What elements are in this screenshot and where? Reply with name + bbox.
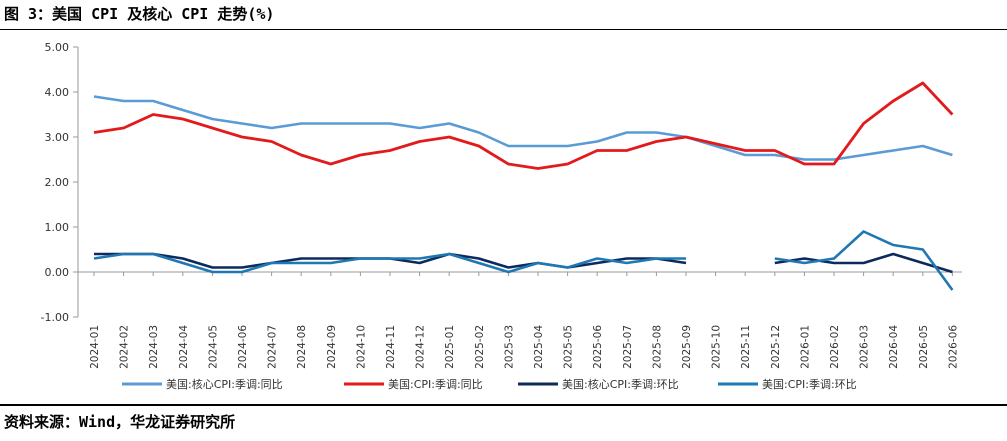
y-tick-label: 1.00 [45, 221, 70, 234]
source-divider [0, 404, 1007, 406]
x-tick-label: 2025-09 [681, 325, 693, 369]
x-tick-label: 2024-04 [178, 325, 190, 369]
y-tick-label: 5.00 [45, 41, 70, 54]
x-tick-label: 2025-02 [474, 325, 486, 369]
x-tick-label: 2025-12 [770, 325, 782, 369]
x-tick-label: 2024-07 [267, 325, 279, 369]
x-tick-label: 2026-02 [829, 325, 841, 369]
series-line [94, 252, 953, 274]
x-tick-label: 2025-10 [711, 325, 723, 369]
x-tick-label: 2024-10 [355, 325, 367, 369]
x-tick-label: 2024-09 [326, 325, 338, 369]
x-tick-label: 2025-08 [651, 325, 663, 369]
cpi-line-chart: -1.00 0.00 1.00 2.00 3.00 4.00 5.00 2024-01 2024… [41, 41, 962, 391]
x-tick-label: 2025-01 [444, 325, 456, 369]
y-tick-label: 0.00 [45, 266, 70, 279]
source-note: 资料来源：Wind，华龙证券研究所 [4, 413, 236, 431]
x-tick-label: 2026-05 [918, 325, 930, 369]
x-tick-label: 2025-11 [740, 325, 752, 369]
x-tick-label: 2026-01 [799, 325, 811, 369]
title-divider [0, 29, 1007, 30]
x-tick-label: 2026-03 [859, 325, 871, 369]
legend-label: 美国:核心CPI:季调:同比 [166, 377, 283, 391]
legend-label: 美国:CPI:季调:环比 [762, 378, 857, 391]
x-tick-label: 2024-12 [415, 325, 427, 369]
x-tick-label: 2025-06 [592, 325, 604, 369]
y-tick-label: -1.00 [41, 311, 69, 324]
y-tick-label: 2.00 [45, 176, 70, 189]
x-tick-label: 2025-07 [622, 325, 634, 369]
y-tick-label: 4.00 [45, 86, 70, 99]
x-tick-label: 2024-06 [237, 325, 249, 369]
series-line [93, 95, 953, 161]
y-tick-label: 3.00 [45, 131, 70, 144]
series-segment [93, 95, 953, 161]
series-line [93, 81, 954, 170]
x-tick-label: 2026-04 [888, 325, 900, 369]
x-tick-label: 2024-02 [119, 325, 131, 369]
legend-label: 美国:核心CPI:季调:环比 [562, 377, 679, 391]
series-segment [774, 252, 953, 274]
axes-layer: -1.00 0.00 1.00 2.00 3.00 4.00 5.00 2024-01 2024… [41, 41, 962, 369]
x-tick-label: 2024-03 [148, 325, 160, 369]
x-tick-label: 2025-05 [563, 325, 575, 369]
series-layer [93, 81, 954, 291]
series-line [93, 230, 954, 291]
legend: 美国:核心CPI:季调:同比 美国:CPI:季调:同比 美国:核心CPI:季调:环比… [122, 377, 857, 391]
x-tick-label: 2025-04 [533, 325, 545, 369]
series-segment [94, 252, 687, 269]
series-segment [774, 230, 954, 291]
x-tick-label: 2024-11 [385, 325, 397, 369]
x-tick-label: 2026-06 [947, 325, 959, 369]
legend-label: 美国:CPI:季调:同比 [388, 378, 483, 391]
figure-title: 图 3：美国 CPI 及核心 CPI 走势(%) [4, 5, 275, 23]
x-tick-label: 2024-05 [207, 325, 219, 369]
series-segment [93, 81, 954, 170]
series-segment [93, 252, 686, 274]
x-tick-label: 2024-08 [296, 325, 308, 369]
x-tick-label: 2024-01 [89, 325, 101, 369]
x-tick-label: 2025-03 [503, 325, 515, 369]
